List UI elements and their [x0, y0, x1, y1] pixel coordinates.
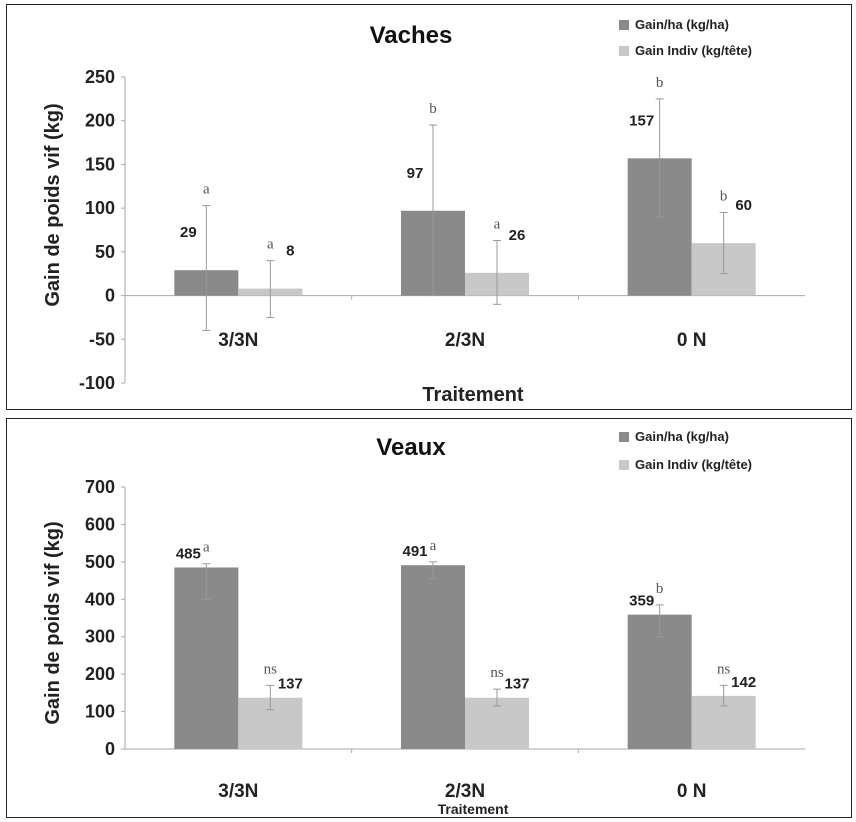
data-label: 60 — [735, 197, 752, 214]
significance-letter: a — [203, 182, 210, 198]
significance-letter: a — [430, 538, 437, 554]
data-label: 97 — [407, 165, 424, 182]
y-tick-label: 100 — [85, 702, 115, 722]
chart-panel-vaches: Vaches Gain/ha (kg/ha) Gain Indiv (kg/tête… — [6, 4, 852, 410]
significance-letter: b — [656, 75, 664, 91]
y-tick-label: 250 — [85, 67, 115, 87]
significance-letter: a — [494, 216, 501, 232]
y-tick-label: 200 — [85, 664, 115, 684]
x-axis-label: Traitement — [438, 801, 509, 817]
legend-label: Gain Indiv (kg/tête) — [635, 457, 752, 472]
category-label: 3/3N — [218, 330, 258, 351]
data-label: 8 — [286, 243, 294, 260]
data-label: 137 — [278, 676, 303, 693]
significance-letter: ns — [717, 661, 731, 677]
data-label: 142 — [731, 674, 756, 691]
y-tick-label: 150 — [85, 154, 115, 174]
category-label: 3/3N — [218, 781, 258, 802]
y-axis-label: Gain de poids vif (kg) — [42, 103, 64, 306]
chart-title: Vaches — [370, 22, 453, 49]
category-label: 0 N — [677, 330, 707, 351]
legend-swatch — [619, 432, 629, 442]
y-axis-label: Gain de poids vif (kg) — [42, 521, 64, 724]
significance-letter: ns — [264, 661, 278, 677]
y-tick-label: -50 — [89, 329, 115, 349]
y-tick-label: 400 — [85, 589, 115, 609]
y-tick-label: 500 — [85, 552, 115, 572]
bar — [401, 565, 465, 749]
y-tick-label: 100 — [85, 198, 115, 218]
legend-swatch — [619, 20, 629, 30]
legend-swatch — [619, 460, 629, 470]
data-label: 137 — [504, 676, 529, 693]
y-tick-label: 300 — [85, 627, 115, 647]
y-tick-label: 50 — [95, 242, 115, 262]
x-axis-label: Traitement — [422, 384, 523, 406]
significance-letter: b — [429, 101, 437, 117]
y-tick-label: 700 — [85, 477, 115, 497]
legend-label: Gain/ha (kg/ha) — [635, 17, 729, 32]
data-label: 491 — [402, 543, 427, 560]
y-tick-label: 200 — [85, 111, 115, 131]
y-tick-label: 0 — [105, 286, 115, 306]
significance-letter: b — [656, 581, 664, 597]
data-label: 26 — [509, 227, 526, 244]
category-label: 0 N — [677, 781, 707, 802]
significance-letter: a — [203, 540, 210, 556]
data-label: 359 — [629, 593, 654, 610]
y-tick-label: 0 — [105, 739, 115, 759]
category-label: 2/3N — [445, 781, 485, 802]
data-label: 485 — [176, 545, 201, 562]
y-tick-label: -100 — [79, 373, 115, 393]
chart-vaches: Vaches Gain/ha (kg/ha) Gain Indiv (kg/tête… — [42, 17, 805, 406]
legend-label: Gain Indiv (kg/tête) — [635, 43, 752, 58]
data-label: 29 — [180, 224, 197, 241]
significance-letter: b — [720, 189, 728, 205]
chart-title: Veaux — [376, 434, 446, 461]
legend-label: Gain/ha (kg/ha) — [635, 429, 729, 444]
significance-letter: ns — [490, 665, 504, 681]
data-label: 157 — [629, 112, 654, 129]
y-tick-label: 600 — [85, 514, 115, 534]
chart-panel-veaux: Veaux Gain/ha (kg/ha) Gain Indiv (kg/tête)… — [6, 418, 852, 818]
legend-swatch — [619, 46, 629, 56]
chart-veaux: Veaux Gain/ha (kg/ha) Gain Indiv (kg/tête)… — [42, 429, 805, 817]
category-label: 2/3N — [445, 330, 485, 351]
significance-letter: a — [267, 237, 274, 253]
